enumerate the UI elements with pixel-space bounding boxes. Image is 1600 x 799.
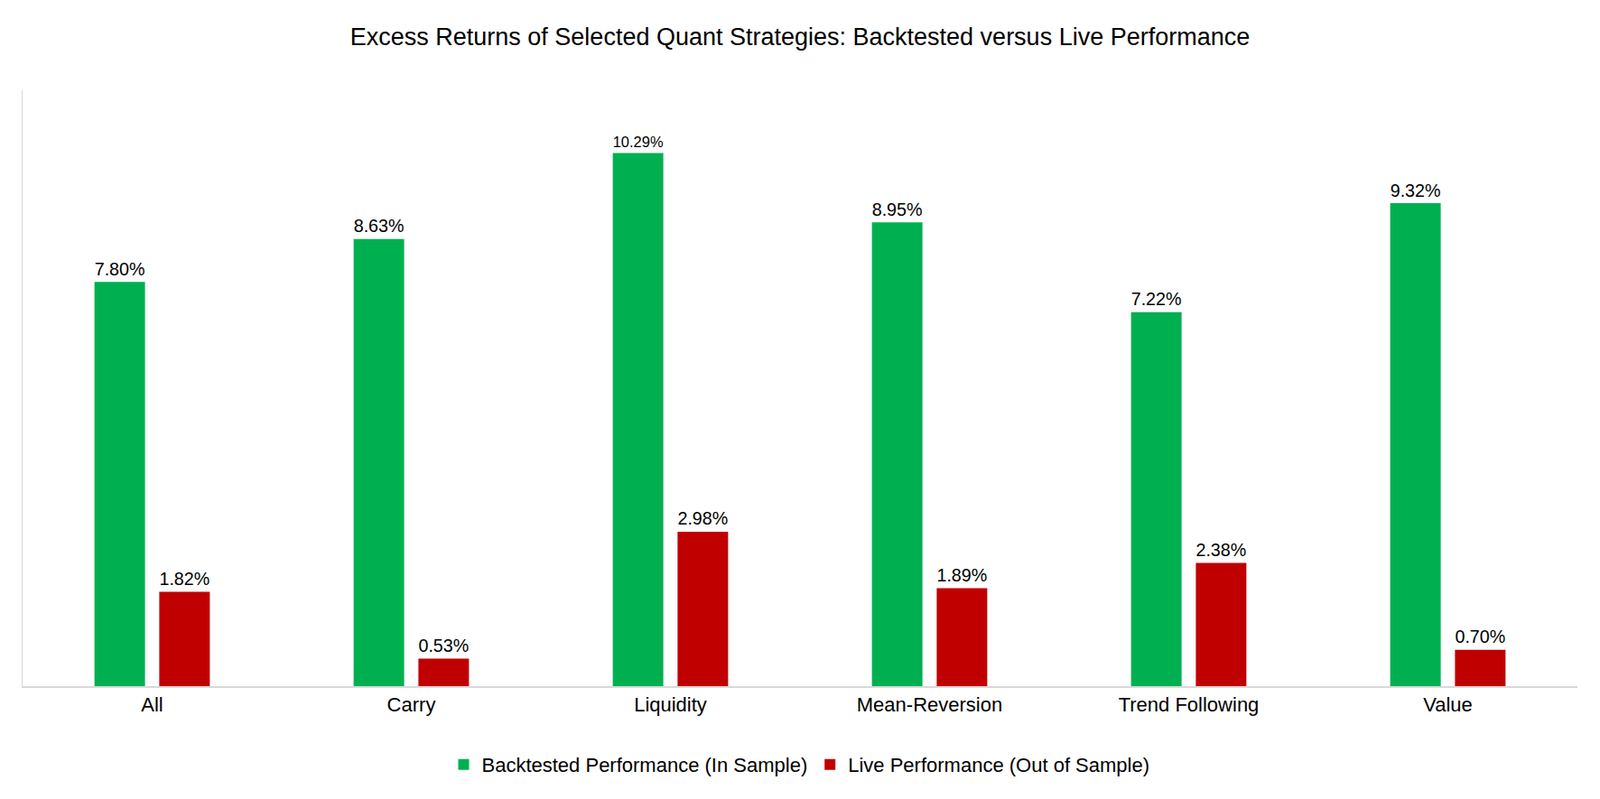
svg-text:8.63%: 8.63% [353,215,405,236]
svg-text:Backtested Performance (In Sam: Backtested Performance (In Sample) [482,753,809,777]
svg-text:0.53%: 0.53% [418,635,469,656]
svg-text:7.80%: 7.80% [94,259,146,280]
svg-text:Trend Following: Trend Following [1118,693,1260,717]
svg-text:Carry: Carry [387,693,437,717]
svg-text:2.98%: 2.98% [677,508,728,529]
svg-text:Live Performance (Out of Sampl: Live Performance (Out of Sample) [847,753,1150,777]
svg-text:Excess Returns of Selected Qua: Excess Returns of Selected Quant Strateg… [350,23,1250,51]
svg-text:10.29%: 10.29% [613,133,664,150]
svg-text:Liquidity: Liquidity [633,693,707,717]
svg-text:All: All [140,693,163,717]
svg-text:7.22%: 7.22% [1131,288,1182,309]
svg-text:Value: Value [1423,693,1473,717]
svg-text:2.38%: 2.38% [1195,539,1247,560]
svg-text:9.32%: 9.32% [1390,180,1442,201]
svg-text:1.82%: 1.82% [158,568,210,589]
svg-text:0.70%: 0.70% [1454,626,1506,647]
svg-text:1.89%: 1.89% [936,565,987,586]
svg-text:Mean-Reversion: Mean-Reversion [856,693,1003,717]
svg-text:8.95%: 8.95% [872,199,923,220]
